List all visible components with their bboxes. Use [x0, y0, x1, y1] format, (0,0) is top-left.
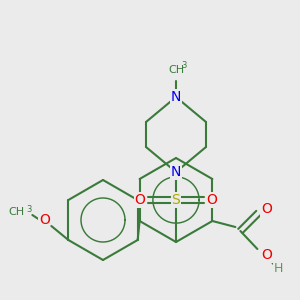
Text: O: O — [207, 193, 218, 207]
Text: O: O — [261, 248, 272, 262]
Text: H: H — [274, 262, 283, 275]
Text: S: S — [172, 193, 180, 207]
Text: CH: CH — [168, 65, 184, 75]
Text: O: O — [135, 193, 146, 207]
Text: 3: 3 — [181, 61, 187, 70]
Text: N: N — [171, 90, 181, 104]
Text: N: N — [171, 165, 181, 179]
Text: 3: 3 — [26, 205, 32, 214]
Text: O: O — [261, 202, 272, 216]
Text: O: O — [39, 213, 50, 227]
Text: CH: CH — [8, 207, 24, 217]
